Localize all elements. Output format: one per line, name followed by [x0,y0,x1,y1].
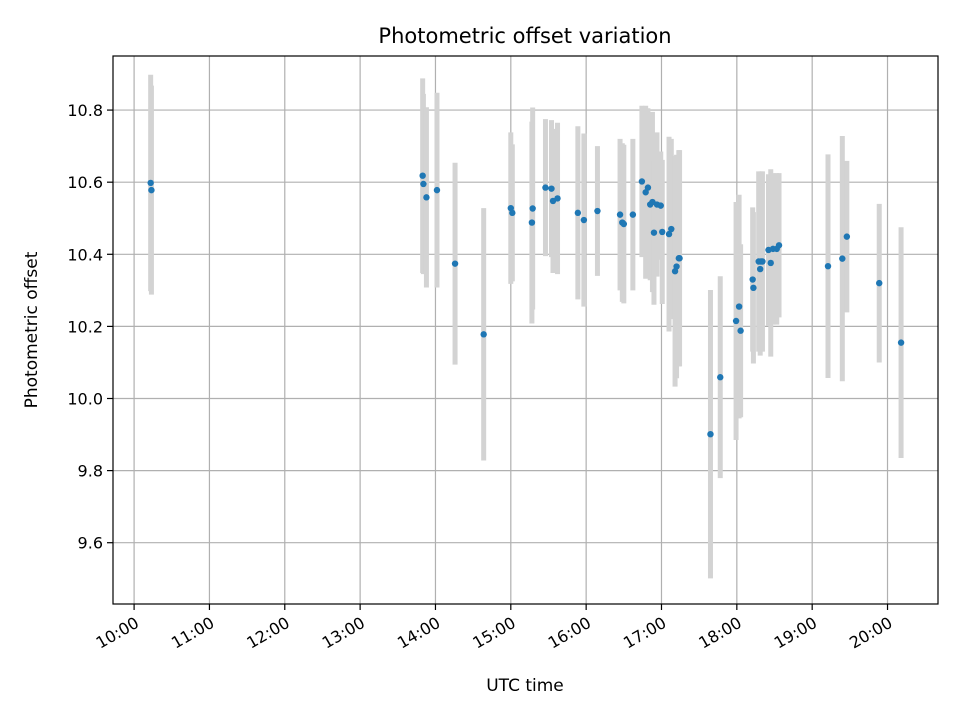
x-axis-label: UTC time [486,676,564,696]
data-point [767,259,774,267]
y-tick-label: 10.2 [67,317,103,336]
data-point [657,202,664,209]
y-tick-label: 10.6 [67,173,103,192]
data-point [756,265,764,273]
data-point [548,185,555,192]
plot-frame [112,55,939,605]
data-point [732,317,740,325]
data-point [638,178,646,185]
x-tick-label: 16:00 [545,613,594,653]
x-tick-label: 18:00 [695,613,744,653]
x-tick-label: 14:00 [394,613,443,653]
y-tick-label: 9.6 [78,534,103,553]
y-tick-label: 9.8 [78,462,103,481]
data-point [668,225,675,233]
data-point [876,279,883,287]
x-tick-label: 13:00 [319,613,368,653]
y-axis-label: Photometric offset [22,251,42,408]
data-point [824,262,832,270]
data-point [843,233,851,240]
data-point [620,220,628,228]
data-point [574,209,582,217]
data-point [148,186,155,194]
data-point [419,172,426,179]
data-point [659,228,666,236]
x-tick-label: 10:00 [93,613,142,653]
data-point [542,184,549,191]
grid [113,56,938,604]
data-point [528,219,536,226]
data-point [420,180,427,188]
x-tick-label: 15:00 [469,613,518,653]
data-point [665,230,673,238]
data-point [529,205,536,212]
data-point [629,211,637,218]
y-axis: 9.6 9.8 10.0 10.2 10.4 10.6 10.8 [67,101,113,553]
x-tick-label: 19:00 [771,613,820,653]
data-point [650,229,658,236]
data-point [897,339,905,346]
data-point [554,195,561,202]
data-point [775,242,783,249]
data-point [509,209,516,217]
data-point [433,186,441,194]
data-point [644,184,652,191]
y-tick-label: 10.0 [67,390,103,409]
x-tick-label: 20:00 [846,613,895,653]
data-point [737,327,744,334]
data-point [451,260,459,267]
data-point [676,255,683,262]
data-point [580,216,588,224]
y-tick-label: 10.8 [67,101,103,120]
x-tick-label: 17:00 [620,613,669,653]
chart-title: Photometric offset variation [378,24,671,48]
x-tick-label: 12:00 [243,613,292,653]
data-point [673,263,680,270]
data-point [147,179,154,187]
data-point [594,207,601,215]
data-point [750,284,757,292]
y-tick-label: 10.4 [67,245,103,264]
data-point [749,276,756,283]
data-point [735,303,743,310]
data-point [616,211,624,218]
data-point [717,374,724,381]
data-point [480,331,487,338]
data-point [707,430,714,438]
data-point [759,258,766,265]
data-point [423,194,430,201]
data-points [147,172,905,438]
data-point [839,255,846,262]
x-tick-label: 11:00 [168,613,217,653]
x-axis: 10:00 11:00 12:00 13:00 14:00 15:00 16:00 17:00… [93,604,896,653]
